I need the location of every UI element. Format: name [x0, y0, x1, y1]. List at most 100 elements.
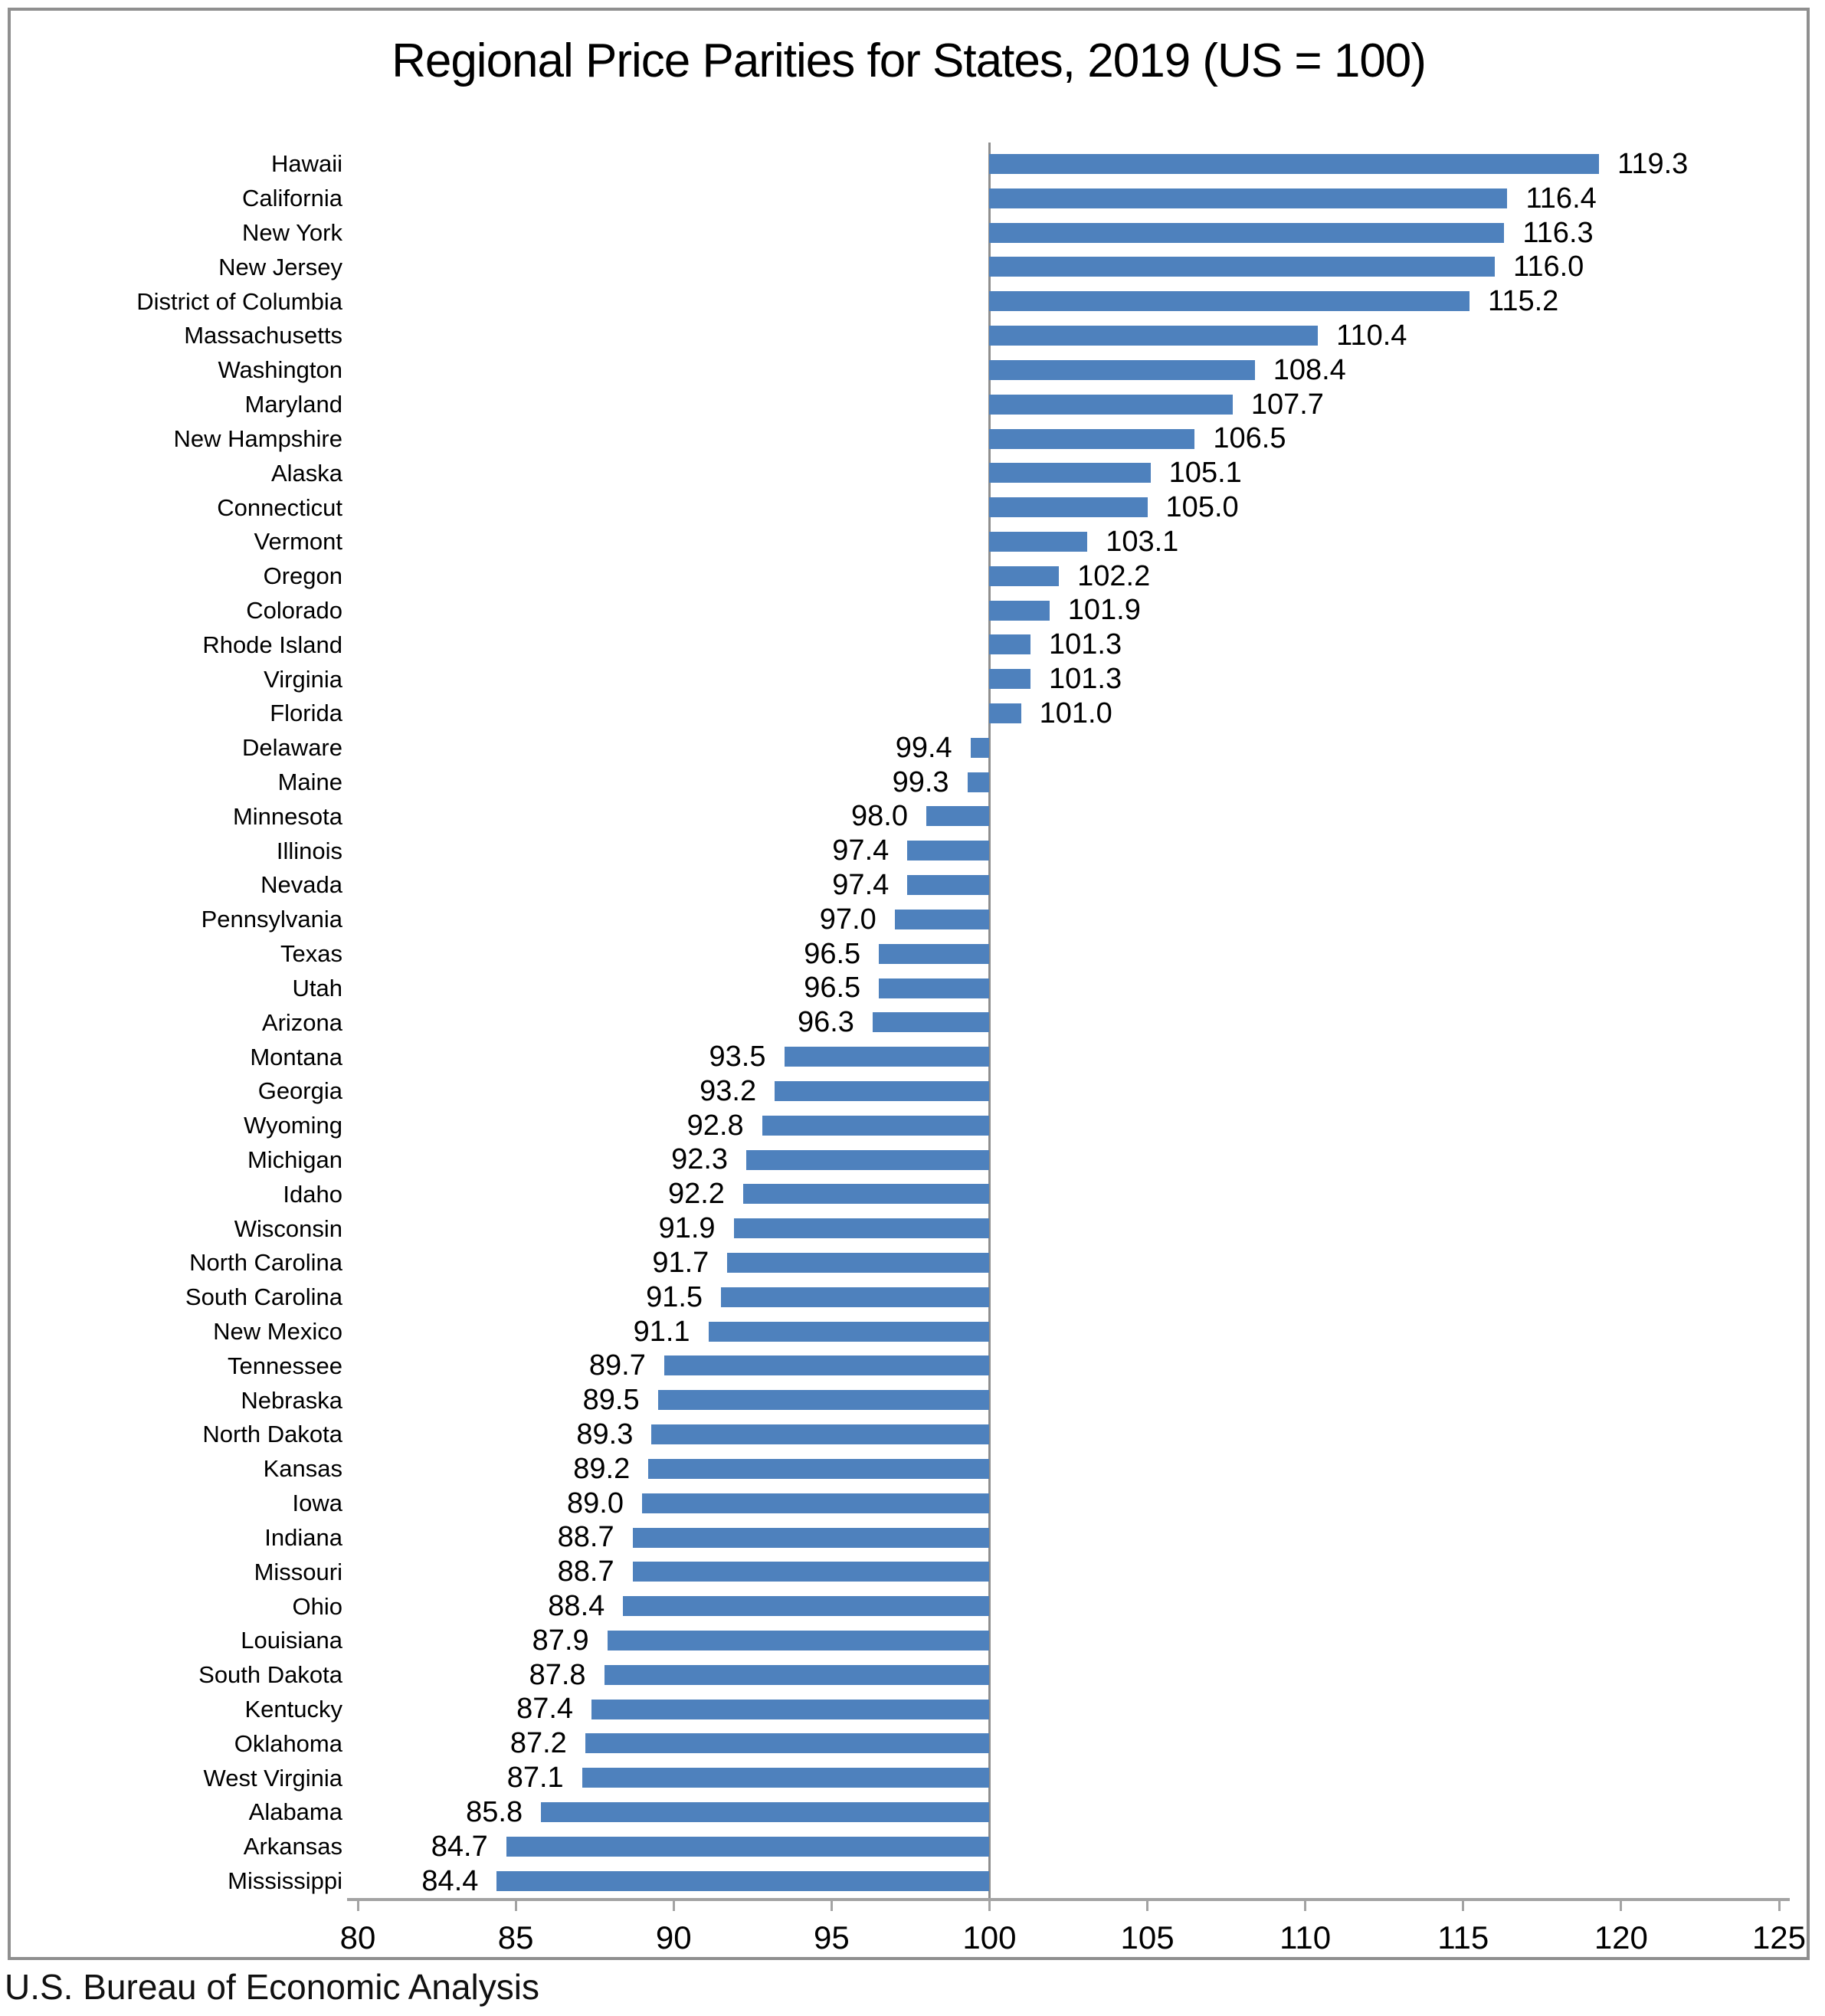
bar-row: Maine 99.3 — [278, 765, 1779, 800]
x-axis-tick-label: 125 — [1751, 1919, 1807, 1955]
bar-row: West Virginia 87.1 — [204, 1761, 1779, 1795]
value-label: 91.1 — [633, 1315, 690, 1348]
bar-row: Illinois 97.4 — [277, 834, 1779, 868]
bar-row: Alabama 85.8 — [249, 1795, 1779, 1830]
bar-row: Vermont 103.1 — [254, 525, 1779, 559]
category-label: Minnesota — [232, 802, 342, 830]
x-axis-tick — [1620, 1901, 1623, 1911]
category-label: Oklahoma — [234, 1729, 342, 1757]
category-label: Missouri — [254, 1558, 342, 1585]
bar — [642, 1493, 990, 1513]
bar — [970, 737, 990, 758]
bar-row: Colorado 101.9 — [246, 594, 1779, 628]
bar — [989, 634, 1031, 655]
bar — [506, 1836, 990, 1857]
category-label: Michigan — [247, 1146, 342, 1173]
bar — [784, 1047, 990, 1067]
value-label: 116.0 — [1513, 251, 1584, 284]
bar-row: Arkansas 84.7 — [244, 1830, 1779, 1864]
bar-rows: Hawaii 119.3 California 116.4 New York 116.3 N… — [136, 147, 1779, 1898]
value-label: 96.5 — [804, 972, 861, 1005]
bar-row: Massachusetts 110.4 — [184, 319, 1779, 353]
x-axis-tick-label: 100 — [962, 1919, 1017, 1955]
bar-row: Oregon 102.2 — [264, 559, 1779, 594]
category-label: Arizona — [261, 1008, 342, 1036]
bar — [967, 772, 990, 792]
x-axis-tick — [1777, 1901, 1781, 1911]
value-label: 99.4 — [895, 731, 952, 764]
value-label: 102.2 — [1077, 559, 1151, 592]
category-label: Illinois — [276, 837, 342, 864]
value-label: 93.5 — [709, 1041, 766, 1074]
value-label: 92.3 — [671, 1143, 729, 1176]
value-label: 87.4 — [516, 1693, 574, 1726]
category-label: Ohio — [292, 1592, 342, 1620]
value-label: 84.7 — [431, 1830, 488, 1863]
category-label: Kansas — [263, 1455, 342, 1483]
bar — [989, 359, 1255, 380]
bar-row: Washington 108.4 — [218, 353, 1779, 388]
category-label: Iowa — [292, 1490, 342, 1517]
category-label: Vermont — [254, 528, 342, 556]
category-label: Massachusetts — [184, 322, 342, 349]
bar-row: New Mexico 91.1 — [213, 1315, 1779, 1349]
bar — [746, 1149, 990, 1170]
value-label: 119.3 — [1617, 147, 1689, 180]
bar-row: Virginia 101.3 — [264, 662, 1779, 697]
bar — [632, 1562, 990, 1582]
category-label: Virginia — [264, 665, 342, 693]
x-axis-tick-label: 80 — [339, 1919, 376, 1955]
value-label: 92.2 — [667, 1178, 725, 1211]
category-label: Rhode Island — [202, 631, 342, 658]
value-label: 88.7 — [557, 1555, 614, 1588]
value-label: 84.4 — [421, 1864, 479, 1897]
bar-row: Kansas 89.2 — [264, 1452, 1779, 1487]
category-label: Florida — [270, 700, 342, 727]
bar — [989, 565, 1060, 586]
bar-row: Hawaii 119.3 — [271, 147, 1779, 182]
bar — [989, 326, 1319, 346]
bar — [632, 1527, 990, 1548]
value-label: 87.2 — [509, 1727, 567, 1760]
bar — [591, 1699, 990, 1719]
bar — [604, 1664, 990, 1685]
bar — [989, 222, 1505, 243]
category-label: New Jersey — [218, 253, 342, 280]
bar-row: California 116.4 — [242, 182, 1779, 216]
bar-row: Louisiana 87.9 — [241, 1624, 1779, 1658]
bar-row: Connecticut 105.0 — [217, 490, 1779, 525]
value-label: 101.3 — [1049, 628, 1122, 661]
category-label: Idaho — [283, 1180, 342, 1208]
value-label: 89.3 — [576, 1418, 634, 1451]
value-label: 96.3 — [797, 1006, 854, 1039]
bar — [989, 257, 1495, 277]
bar-row: North Carolina 91.7 — [189, 1246, 1779, 1280]
x-axis-tick — [514, 1901, 517, 1911]
bar-row: Arizona 96.3 — [262, 1005, 1779, 1040]
category-label: North Carolina — [189, 1249, 342, 1277]
bar — [582, 1768, 990, 1788]
bar — [989, 394, 1233, 415]
bar — [872, 1012, 990, 1033]
bar — [721, 1287, 990, 1307]
value-label: 87.1 — [506, 1762, 564, 1795]
bar-row: Maryland 107.7 — [245, 388, 1779, 422]
category-label: Indiana — [264, 1523, 342, 1551]
value-label: 105.1 — [1168, 457, 1242, 490]
source-attribution: U.S. Bureau of Economic Analysis — [5, 1967, 539, 2007]
category-label: New Hampshire — [173, 425, 342, 452]
value-label: 97.4 — [832, 834, 890, 867]
bar-row: Rhode Island 101.3 — [202, 628, 1779, 662]
chart-frame: Regional Price Parities for States, 2019… — [8, 8, 1810, 1960]
bar — [879, 978, 990, 998]
bar-row: Montana 93.5 — [250, 1040, 1779, 1074]
value-label: 89.5 — [582, 1384, 640, 1417]
value-label: 96.5 — [804, 937, 861, 970]
category-label: South Dakota — [198, 1661, 342, 1689]
bar-row: New Hampshire 106.5 — [173, 422, 1779, 457]
category-label: District of Columbia — [136, 287, 342, 315]
bar-row: Alaska 105.1 — [271, 456, 1779, 490]
x-axis-tick-label: 110 — [1279, 1919, 1332, 1955]
category-label: Kentucky — [244, 1695, 342, 1723]
bar-row: New York 116.3 — [242, 216, 1779, 251]
